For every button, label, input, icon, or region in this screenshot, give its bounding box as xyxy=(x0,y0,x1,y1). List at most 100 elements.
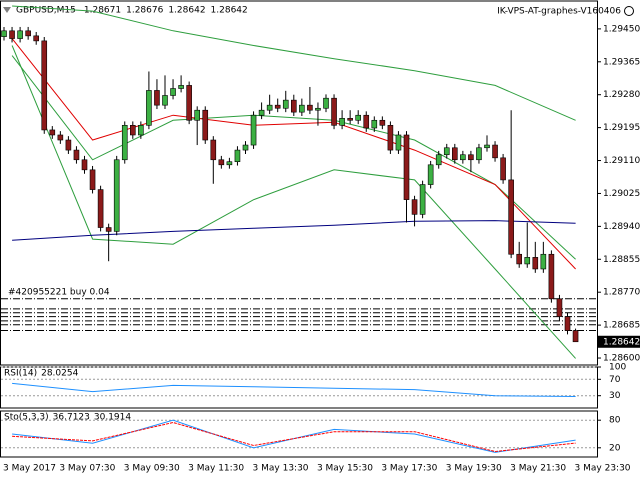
candle-body xyxy=(138,125,144,136)
candle-body xyxy=(500,157,506,181)
candle-body xyxy=(556,298,563,317)
candle-body xyxy=(113,159,120,232)
candle-body xyxy=(315,107,321,111)
candle-body xyxy=(130,125,136,136)
panel-frame xyxy=(0,410,598,458)
candle-body xyxy=(387,125,394,151)
candle-body xyxy=(73,149,80,161)
candle-body xyxy=(9,30,15,39)
candle-body xyxy=(218,159,225,166)
candle-body xyxy=(41,40,48,131)
x-tick-label: 3 May 23:30 xyxy=(575,464,631,474)
candle-body xyxy=(540,253,547,270)
candle-body xyxy=(492,144,498,159)
candle-body xyxy=(242,144,249,151)
candle-body xyxy=(234,149,241,163)
y-tick-label: 1.29025 xyxy=(603,189,640,199)
y-tick-label: 1.28770 xyxy=(603,288,640,298)
candle-body xyxy=(363,114,370,129)
candle-body xyxy=(468,154,474,161)
y-tick-label: 100 xyxy=(609,363,626,373)
header-value: 1.28642 xyxy=(168,6,205,16)
candle-body xyxy=(89,169,96,190)
y-tick-label: 1.28685 xyxy=(603,321,640,331)
x-tick-label: 3 May 19:30 xyxy=(446,464,502,474)
x-tick-label: 3 May 17:30 xyxy=(381,464,437,474)
candle-body xyxy=(403,134,410,200)
x-tick-label: 3 May 07:30 xyxy=(59,464,115,474)
candle-body xyxy=(17,30,23,39)
candle-body xyxy=(57,134,64,141)
watermark: IK-VPS-AT-graphes-V160406 xyxy=(497,7,621,17)
candle-body xyxy=(186,85,192,121)
x-tick-label: 3 May 11:30 xyxy=(188,464,244,474)
y-tick-label: 1.29110 xyxy=(603,156,640,166)
candle-body xyxy=(202,109,209,141)
candle-body xyxy=(548,253,555,300)
menu-icon xyxy=(3,7,11,13)
y-tick-label: 1.28940 xyxy=(603,222,640,232)
header-value: 1.28642 xyxy=(211,6,248,16)
candle-body xyxy=(331,97,337,126)
candle-body xyxy=(379,119,386,126)
candle-body xyxy=(282,99,289,109)
x-tick-label: 3 May 09:30 xyxy=(124,464,180,474)
candle-body xyxy=(484,144,490,149)
candle-body xyxy=(194,109,200,121)
header-value: 1.28676 xyxy=(126,6,163,16)
x-tick-label: 3 May 15:30 xyxy=(317,464,373,474)
current-price-box xyxy=(598,335,640,348)
x-tick-label: 3 May 2017 xyxy=(3,464,56,474)
candle-body xyxy=(411,199,418,215)
oscillator-line xyxy=(12,382,576,397)
panel-value: 28.0254 xyxy=(41,369,78,379)
candle-body xyxy=(146,90,152,126)
candle-body xyxy=(508,179,514,255)
candle-body xyxy=(250,114,257,146)
candle-body xyxy=(154,90,160,106)
candle-body xyxy=(290,99,297,113)
indicator-line xyxy=(12,5,576,121)
candle-body xyxy=(97,189,104,228)
candle-body xyxy=(266,104,273,111)
y-tick-label: 20 xyxy=(609,443,621,453)
symbol-title: GBPUSD,M15 xyxy=(16,6,76,16)
candle-body xyxy=(476,147,482,161)
candle-body xyxy=(355,114,362,121)
y-tick-label: 80 xyxy=(609,416,621,426)
indicator-line xyxy=(11,38,576,270)
candle-body xyxy=(347,118,353,121)
y-tick-label: 1.28855 xyxy=(603,255,640,265)
candle-body xyxy=(105,227,112,232)
candle-body xyxy=(323,97,329,109)
candle-body xyxy=(170,88,176,96)
candle-body xyxy=(299,104,305,113)
candle-body xyxy=(532,257,539,270)
candle-body xyxy=(451,147,458,161)
candle-body xyxy=(49,129,56,136)
y-tick-label: 1.29280 xyxy=(603,90,640,100)
candle-body xyxy=(460,154,466,161)
candle-body xyxy=(516,253,523,265)
indicator-line xyxy=(12,220,576,241)
y-tick-label: 30 xyxy=(609,391,621,401)
oscillator-line xyxy=(12,419,576,453)
candle-body xyxy=(274,104,281,109)
y-tick-label: 1.29365 xyxy=(603,57,640,67)
candle-body xyxy=(210,139,217,161)
candle-body xyxy=(419,184,426,215)
candle-body xyxy=(371,119,378,129)
candle-body xyxy=(178,85,184,89)
candle-body xyxy=(81,159,88,171)
candle-body xyxy=(435,154,442,166)
indicator-line xyxy=(11,55,576,260)
oscillator-line xyxy=(12,421,576,453)
indicator-line xyxy=(11,45,576,359)
candle-body xyxy=(162,95,168,106)
panel-title: RSI(14) xyxy=(4,369,37,379)
candle-body xyxy=(25,30,31,37)
panel-frame xyxy=(0,0,598,366)
candle-body xyxy=(33,35,40,42)
y-tick-label: 70 xyxy=(609,375,621,385)
